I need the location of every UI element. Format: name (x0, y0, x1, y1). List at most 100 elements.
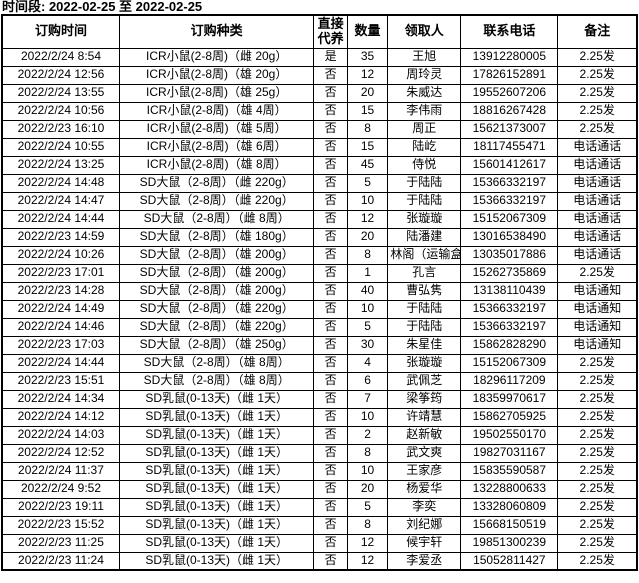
cell-remark: 2.25发 (557, 371, 638, 391)
cell-recipient: 于陆陆 (387, 191, 462, 211)
table-row: 2022/2/23 15:52 SD乳鼠(0-13天)（雌 1天）否 8 刘纪娜 156… (1, 515, 638, 535)
cell-quantity: 4 (346, 353, 389, 373)
cell-order-time: 2022/2/23 17:03 (1, 335, 120, 355)
table-row: 2022/2/24 14:03 SD乳鼠(0-13天)（雌 1天）否 2 赵新敏 195… (1, 425, 638, 445)
cell-direct-foster: 否 (313, 299, 348, 319)
cell-recipient: 于陆陆 (387, 299, 462, 319)
cell-order-time: 2022/2/24 13:25 (1, 155, 120, 175)
column-header-recipient: 领取人 (387, 14, 462, 49)
cell-direct-foster: 否 (313, 461, 348, 481)
cell-remark: 电话通知 (557, 299, 638, 319)
cell-direct-foster: 否 (313, 425, 348, 445)
cell-quantity: 10 (346, 191, 389, 211)
cell-recipient: 朱威达 (387, 83, 462, 103)
table-row: 2022/2/24 14:34 SD乳鼠(0-13天)（雌 1天）否 7 梁筝筠 183… (1, 389, 638, 409)
cell-remark: 2.25发 (557, 551, 638, 571)
cell-quantity: 1 (346, 263, 389, 283)
header-row: 订购时间 订购种类 直接代养 数量 领取人 联系电话 备注 (1, 14, 638, 49)
table-row: 2022/2/24 14:44 SD大鼠（2-8周）（雌 8周）否 12 张璇璇 151… (1, 209, 638, 229)
cell-direct-foster: 否 (313, 371, 348, 391)
cell-recipient: 赵新敏 (387, 425, 462, 445)
table-row: 2022/2/24 13:55 ICR小鼠(2-8周)（雄 25g）否 20 朱威达 1… (1, 83, 638, 103)
cell-phone: 15152067309 (460, 209, 559, 229)
cell-quantity: 40 (346, 281, 389, 301)
period-label: 时间段: 2022-02-25 至 2022-02-25 (2, 0, 203, 14)
cell-direct-foster: 否 (313, 497, 348, 517)
cell-phone: 15601412617 (460, 155, 559, 175)
cell-phone: 15862705925 (460, 407, 559, 427)
cell-recipient: 候宇轩 (387, 533, 462, 553)
cell-quantity: 10 (346, 299, 389, 319)
cell-order-type: SD大鼠（2-8周）（雌 220g） (118, 191, 315, 211)
table-row: 2022/2/23 14:28 SD大鼠（2-8周）（雄 200g）否 40 曹弘隽 1… (1, 281, 638, 301)
cell-recipient: 于陆陆 (387, 173, 462, 193)
table-row: 2022/2/23 11:24 SD乳鼠(0-13天)（雌 1天）否 12 李爱丞 15… (1, 551, 638, 571)
cell-order-time: 2022/2/24 14:34 (1, 389, 120, 409)
cell-recipient: 王家彦 (387, 461, 462, 481)
cell-order-time: 2022/2/23 15:52 (1, 515, 120, 535)
cell-phone: 15366332197 (460, 299, 559, 319)
cell-quantity: 12 (346, 65, 389, 85)
cell-remark: 电话通话 (557, 155, 638, 175)
cell-recipient: 侍悦 (387, 155, 462, 175)
table-row: 2022/2/24 14:48 SD大鼠（2-8周）（雌 220g）否 5 于陆陆 15… (1, 173, 638, 193)
cell-remark: 2.25发 (557, 263, 638, 283)
cell-phone: 15835590587 (460, 461, 559, 481)
column-header-direct-foster: 直接代养 (313, 14, 348, 49)
cell-quantity: 5 (346, 173, 389, 193)
cell-remark: 2.25发 (557, 425, 638, 445)
cell-quantity: 8 (346, 443, 389, 463)
table-row: 2022/2/24 14:46 SD大鼠（2-8周）（雄 220g）否 5 于陆陆 15… (1, 317, 638, 337)
cell-phone: 13138110439 (460, 281, 559, 301)
cell-direct-foster: 否 (313, 263, 348, 283)
table-row: 2022/2/23 19:11 SD乳鼠(0-13天)（雌 1天）否 5 李奕 1332… (1, 497, 638, 517)
cell-order-type: ICR小鼠(2-8周)（雄 5周） (118, 119, 315, 139)
cell-order-type: SD乳鼠(0-13天)（雌 1天） (118, 515, 315, 535)
cell-direct-foster: 否 (313, 335, 348, 355)
column-header-phone: 联系电话 (460, 14, 559, 49)
cell-direct-foster: 否 (313, 515, 348, 535)
cell-order-time: 2022/2/24 14:44 (1, 353, 120, 373)
cell-order-type: SD大鼠（2-8周）（雄 8周） (118, 371, 315, 391)
cell-phone: 17826152891 (460, 65, 559, 85)
cell-order-time: 2022/2/24 14:46 (1, 317, 120, 337)
cell-quantity: 10 (346, 407, 389, 427)
cell-remark: 2.25发 (557, 47, 638, 67)
cell-recipient: 孔言 (387, 263, 462, 283)
cell-quantity: 12 (346, 209, 389, 229)
cell-order-type: SD乳鼠(0-13天)（雌 1天） (118, 551, 315, 571)
column-header-remark: 备注 (557, 14, 638, 49)
cell-recipient: 于陆陆 (387, 317, 462, 337)
cell-phone: 13035017886 (460, 245, 559, 265)
cell-remark: 电话通话 (557, 245, 638, 265)
cell-direct-foster: 是 (313, 47, 348, 67)
cell-quantity: 20 (346, 479, 389, 499)
table-row: 2022/2/24 14:49 SD大鼠（2-8周）（雄 220g）否 10 于陆陆 1… (1, 299, 638, 319)
cell-direct-foster: 否 (313, 353, 348, 373)
cell-remark: 电话通话 (557, 191, 638, 211)
cell-quantity: 7 (346, 389, 389, 409)
cell-phone: 19827031167 (460, 443, 559, 463)
cell-quantity: 35 (346, 47, 389, 67)
cell-quantity: 20 (346, 83, 389, 103)
cell-phone: 13912280005 (460, 47, 559, 67)
table-row: 2022/2/23 16:10 ICR小鼠(2-8周)（雄 5周）否 8 周正 1562… (1, 119, 638, 139)
cell-direct-foster: 否 (313, 551, 348, 571)
cell-direct-foster: 否 (313, 101, 348, 121)
cell-direct-foster: 否 (313, 209, 348, 229)
cell-order-time: 2022/2/23 14:28 (1, 281, 120, 301)
cell-order-time: 2022/2/24 14:49 (1, 299, 120, 319)
column-header-quantity: 数量 (346, 14, 389, 49)
cell-phone: 15366332197 (460, 317, 559, 337)
cell-order-type: ICR小鼠(2-8周)（雄 8周） (118, 155, 315, 175)
cell-order-type: SD大鼠（2-8周）（雄 200g） (118, 245, 315, 265)
cell-order-time: 2022/2/24 14:47 (1, 191, 120, 211)
cell-recipient: 周玲灵 (387, 65, 462, 85)
cell-order-time: 2022/2/23 19:11 (1, 497, 120, 517)
cell-remark: 电话通话 (557, 137, 638, 157)
cell-order-type: SD乳鼠(0-13天)（雌 1天） (118, 479, 315, 499)
column-header-order-type: 订购种类 (118, 14, 315, 49)
cell-remark: 电话通知 (557, 317, 638, 337)
cell-phone: 19552607206 (460, 83, 559, 103)
cell-quantity: 12 (346, 533, 389, 553)
